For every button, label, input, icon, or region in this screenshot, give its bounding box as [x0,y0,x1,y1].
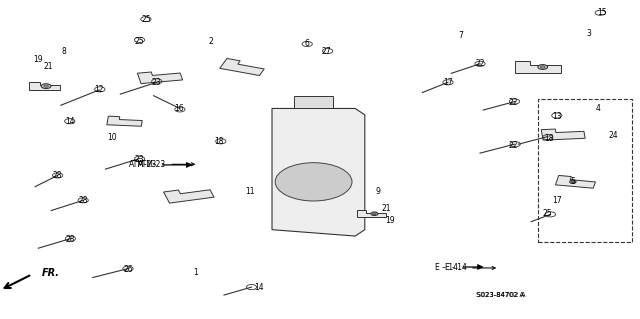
Circle shape [572,181,574,182]
Text: ATM-23: ATM-23 [129,160,191,169]
Text: 23: 23 [134,155,145,164]
Text: 11: 11 [245,187,254,196]
Text: 19: 19 [385,216,396,225]
Text: 18: 18 [214,137,223,146]
Text: E – 14: E – 14 [435,263,482,271]
Text: 5: 5 [570,177,575,186]
Text: 17: 17 [443,78,453,87]
Text: 14: 14 [65,117,76,126]
Circle shape [538,64,548,70]
Text: 25: 25 [141,15,151,24]
Text: 10: 10 [107,133,117,142]
Bar [538,99,632,242]
Text: 21: 21 [381,204,390,213]
Text: 16: 16 [174,104,184,113]
Text: 14: 14 [254,283,264,292]
Text: 26: 26 [123,265,133,274]
Text: 12: 12 [95,85,104,94]
Text: 22: 22 [509,98,518,107]
Text: 19: 19 [33,55,44,63]
Text: 18: 18 [545,134,554,143]
Text: 22: 22 [509,141,518,150]
Polygon shape [272,108,365,236]
Text: 6: 6 [305,39,310,48]
Text: 21: 21 [44,63,52,71]
Circle shape [275,163,352,201]
Polygon shape [556,175,595,188]
Polygon shape [356,210,386,217]
Polygon shape [107,116,142,126]
Polygon shape [220,58,264,76]
Text: 28: 28 [66,235,75,244]
Text: 3: 3 [586,29,591,38]
Text: 17: 17 [552,197,562,205]
Text: 22: 22 [476,59,484,68]
Polygon shape [138,72,182,84]
Polygon shape [29,82,60,90]
Circle shape [41,84,51,89]
Text: 7: 7 [458,31,463,40]
Text: 23: 23 [152,78,162,87]
Circle shape [372,213,376,215]
Polygon shape [515,61,561,73]
Text: 28: 28 [79,197,88,205]
Polygon shape [164,190,214,203]
Text: 8: 8 [61,47,67,56]
Text: 27: 27 [321,47,332,56]
Text: 9: 9 [375,187,380,196]
Text: E - 14: E - 14 [445,263,495,272]
Polygon shape [294,96,333,108]
Text: 24: 24 [608,131,618,140]
Text: 13: 13 [552,112,562,121]
Text: 2: 2 [209,37,214,46]
Circle shape [540,66,545,68]
Text: 25: 25 [134,37,145,46]
Text: S023-84702 A: S023-84702 A [476,292,525,298]
Text: 4: 4 [596,104,601,113]
Polygon shape [541,129,585,140]
Circle shape [44,85,49,87]
Text: 25: 25 [542,209,552,218]
Circle shape [371,212,378,216]
Circle shape [570,180,576,183]
Text: ATM-23: ATM-23 [138,160,195,169]
Text: 1: 1 [193,268,198,277]
Text: 15: 15 [596,8,607,17]
Text: FR.: FR. [42,268,60,278]
Text: 28: 28 [53,171,62,180]
Text: S023-84702 A: S023-84702 A [477,292,524,298]
